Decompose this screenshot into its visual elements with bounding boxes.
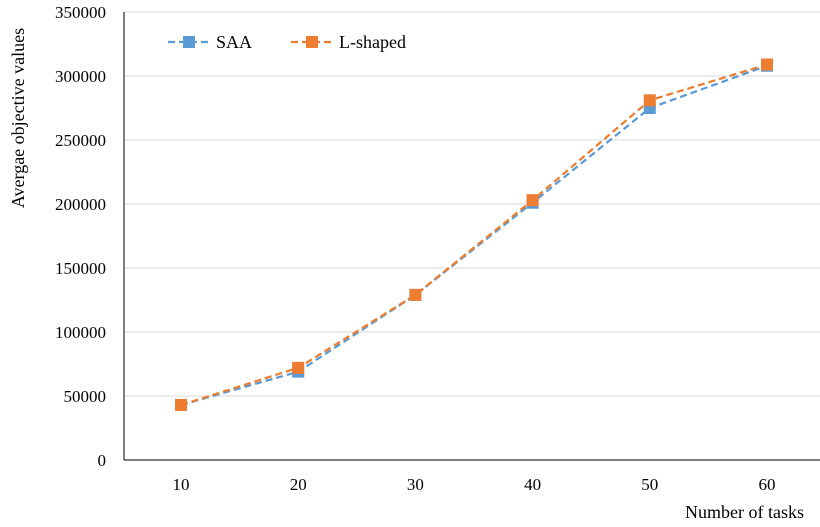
series-line-saa	[180, 64, 768, 407]
x-tick-label: 50	[641, 475, 658, 494]
data-point-marker	[643, 94, 656, 107]
data-point-marker	[175, 398, 187, 411]
legend-marker	[306, 36, 318, 48]
x-tick-label: 40	[524, 475, 541, 494]
data-point-marker	[409, 288, 422, 301]
y-tick-label: 350000	[55, 3, 106, 22]
legend: SAA L-shaped	[168, 32, 406, 52]
x-tick-label: 30	[407, 475, 424, 494]
series-group	[175, 58, 773, 411]
legend-label: SAA	[216, 32, 252, 52]
y-tick-label: 300000	[55, 67, 106, 86]
y-tick-label: 200000	[55, 195, 106, 214]
legend-label: L-shaped	[339, 32, 406, 52]
gridlines	[124, 11, 820, 397]
y-axis-title: Avergae objective values	[8, 28, 28, 208]
y-tick-labels: 0 50000 100000 150000 200000 250000 300000 3500…	[55, 3, 106, 470]
data-point-marker	[761, 58, 773, 71]
legend-marker	[183, 36, 195, 48]
series-line-l-shaped	[180, 63, 768, 407]
data-point-marker	[292, 361, 305, 374]
x-tick-label: 10	[173, 475, 190, 494]
x-axis-title: Number of tasks	[685, 502, 804, 522]
y-tick-label: 250000	[55, 131, 106, 150]
axes	[123, 12, 820, 461]
x-tick-label: 20	[290, 475, 307, 494]
y-tick-label: 0	[98, 451, 107, 470]
y-tick-label: 100000	[55, 323, 106, 342]
y-tick-label: 150000	[55, 259, 106, 278]
x-tick-label: 60	[759, 475, 776, 494]
x-tick-labels: 10 20 30 40 50 60	[173, 475, 776, 494]
y-tick-label: 50000	[64, 387, 107, 406]
data-point-marker	[526, 194, 539, 207]
